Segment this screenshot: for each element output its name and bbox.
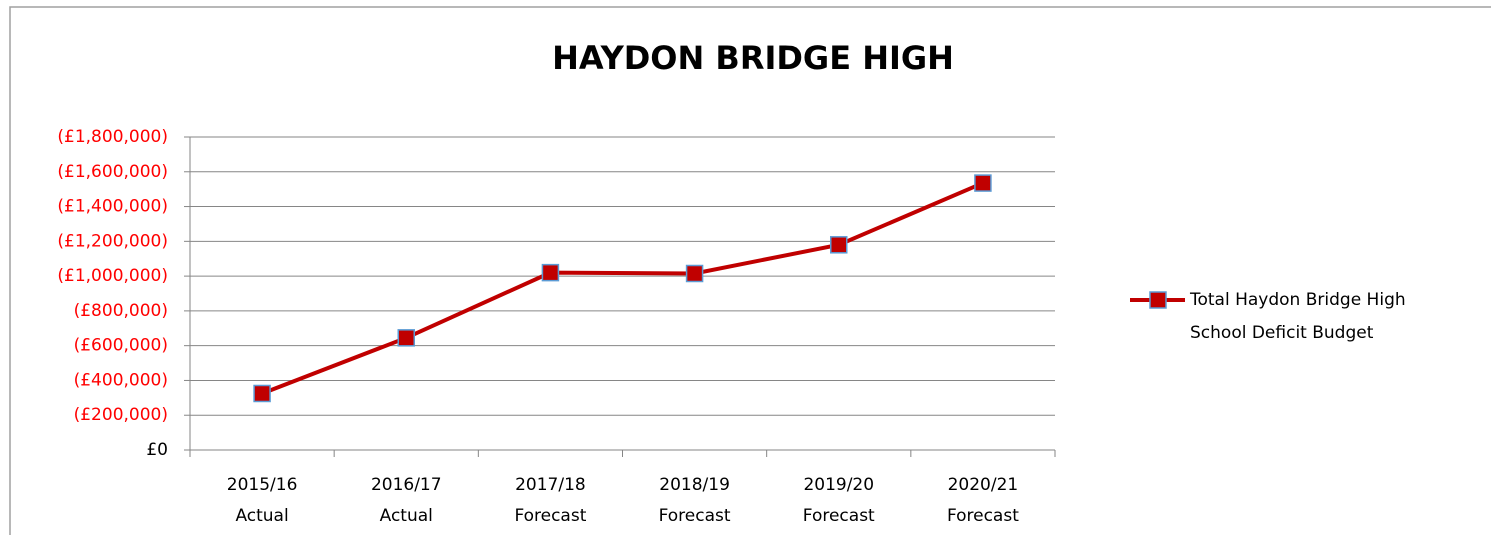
- x-tick-label: 2020/21: [948, 475, 1019, 495]
- x-tick-label: 2016/17: [371, 475, 442, 495]
- marker: [974, 174, 992, 192]
- y-tick-label: (£600,000): [74, 336, 168, 356]
- x-tick-label: 2018/19: [659, 475, 730, 495]
- x-tick-label: Actual: [380, 506, 433, 526]
- x-tick-label: Forecast: [659, 506, 731, 526]
- y-tick-label: (£1,000,000): [57, 266, 168, 286]
- x-tick-label: 2019/20: [803, 475, 874, 495]
- marker: [397, 329, 415, 347]
- marker: [685, 264, 704, 283]
- x-tick-label: Forecast: [803, 506, 875, 526]
- x-tick-label: Actual: [235, 506, 288, 526]
- x-tick-label: Forecast: [947, 506, 1019, 526]
- y-tick-label: (£800,000): [74, 301, 168, 321]
- x-tick-label: Forecast: [514, 506, 586, 526]
- legend-label: School Deficit Budget: [1190, 323, 1374, 343]
- y-tick-label: (£1,600,000): [57, 162, 168, 182]
- chart-title: HAYDON BRIDGE HIGH: [552, 39, 954, 77]
- y-tick-label: (£200,000): [74, 405, 168, 425]
- y-tick-label: £0: [146, 440, 168, 460]
- marker: [253, 384, 271, 403]
- x-tick-label: 2017/18: [515, 475, 586, 495]
- marker: [830, 236, 848, 254]
- legend-label: Total Haydon Bridge High: [1189, 290, 1406, 310]
- legend-marker: [1149, 291, 1167, 309]
- marker: [541, 263, 560, 282]
- y-tick-label: (£400,000): [74, 370, 168, 390]
- chart-border: [9, 6, 1491, 535]
- y-tick-label: (£1,200,000): [57, 231, 168, 251]
- y-tick-label: (£1,800,000): [57, 127, 168, 147]
- y-tick-label: (£1,400,000): [57, 197, 168, 217]
- series-line: [261, 181, 984, 396]
- x-tick-label: 2015/16: [227, 475, 298, 495]
